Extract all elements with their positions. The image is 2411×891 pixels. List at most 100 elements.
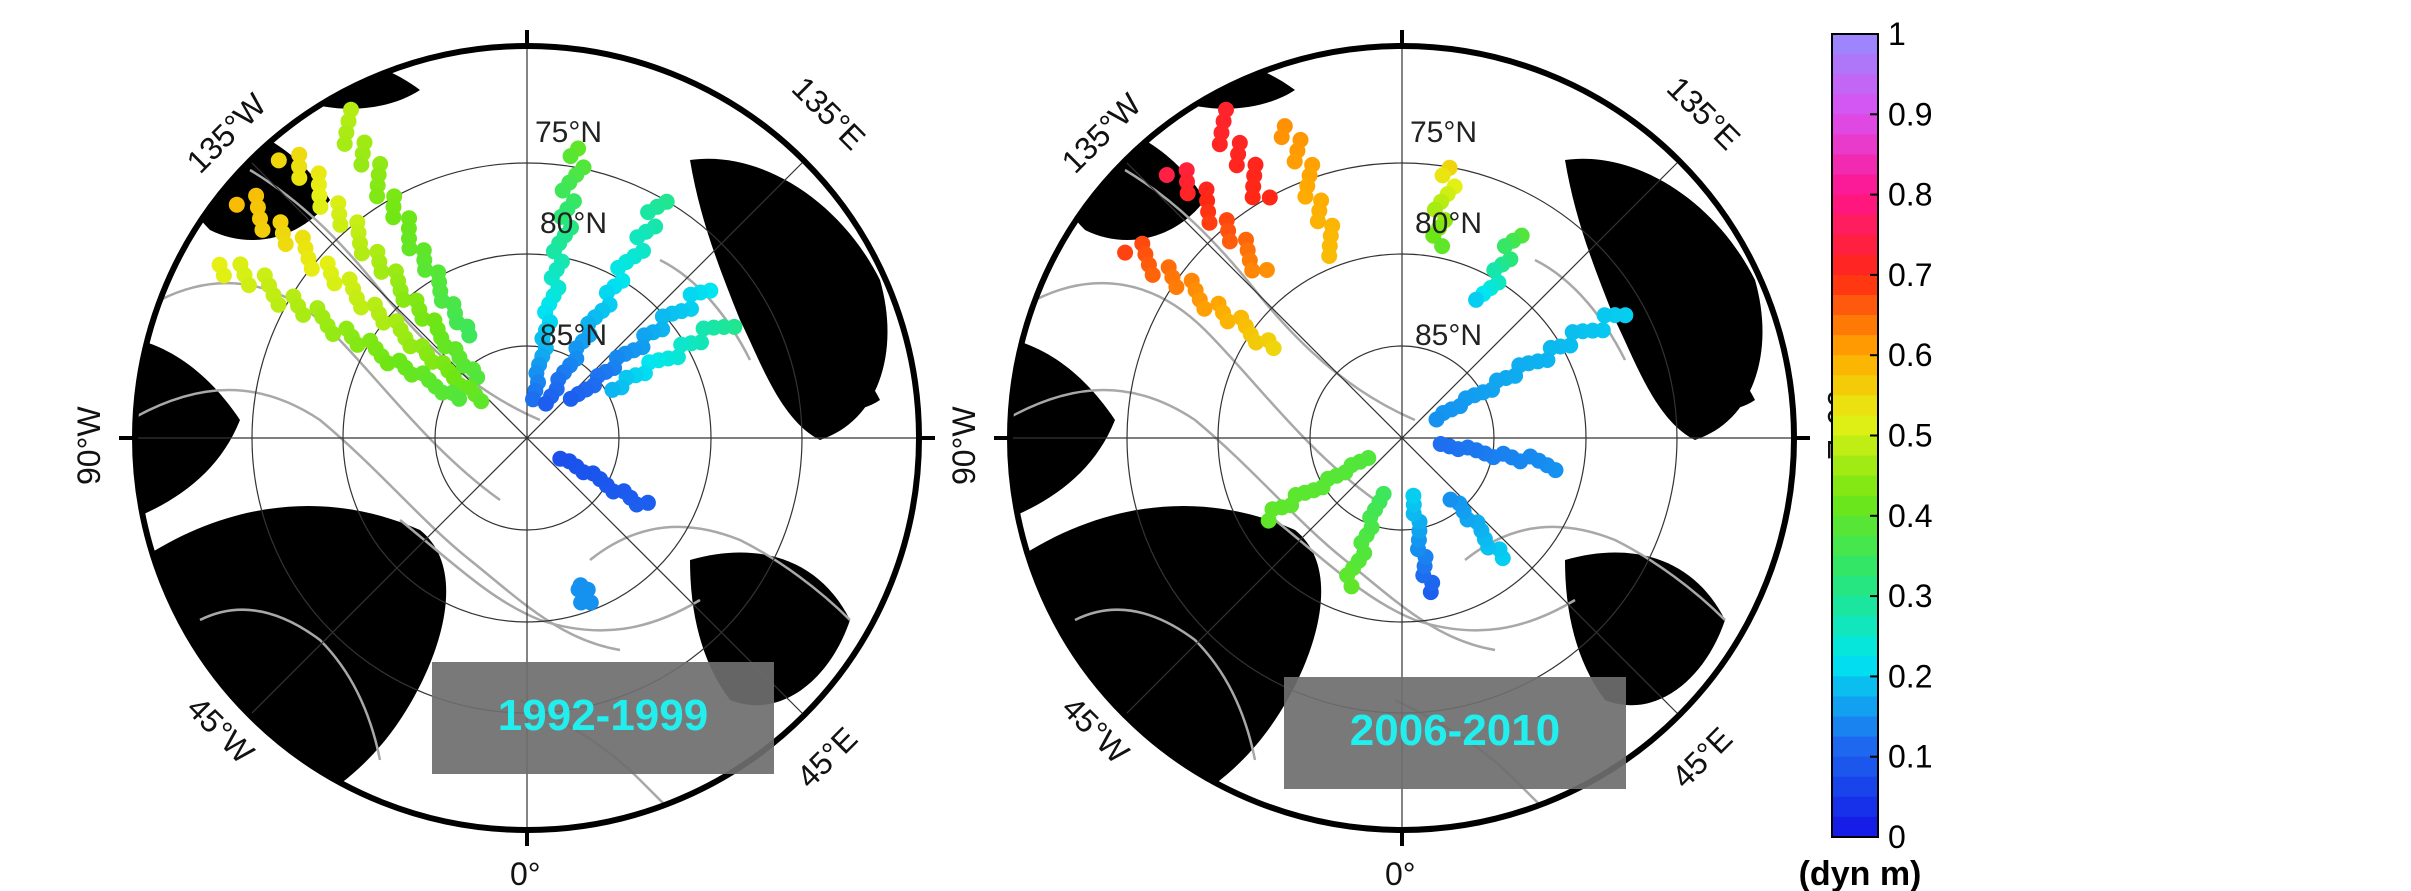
colorbar-step	[1832, 234, 1878, 256]
lat-label-85n: 85°N	[1415, 319, 1482, 352]
data-point	[1219, 313, 1236, 330]
data-point	[1179, 185, 1196, 202]
data-point	[353, 299, 370, 316]
colorbar-step	[1832, 776, 1878, 798]
data-point	[1244, 189, 1261, 206]
data-point	[369, 188, 386, 205]
lon-label-90w: 90°W	[946, 406, 982, 485]
colorbar-tick-label: 0.5	[1888, 418, 1932, 454]
data-point	[373, 263, 390, 280]
colorbar-step	[1832, 736, 1878, 758]
period-label-box	[1284, 677, 1626, 789]
colorbar-step	[1832, 796, 1878, 818]
data-point	[349, 336, 366, 353]
data-point	[270, 296, 287, 313]
period-label-box	[432, 662, 774, 774]
data-point	[1375, 485, 1392, 502]
colorbar-tick-label: 0	[1888, 819, 1906, 855]
colorbar-step	[1832, 274, 1878, 296]
data-point	[1360, 450, 1377, 466]
colorbar-tick-label: 0.3	[1888, 578, 1932, 614]
data-point	[375, 314, 392, 331]
data-point	[395, 291, 412, 308]
data-point	[636, 327, 653, 344]
data-point	[353, 245, 370, 262]
data-point	[291, 146, 308, 163]
data-point	[414, 310, 431, 327]
colorbar-tick-label: 0.2	[1888, 658, 1932, 694]
data-point	[1286, 153, 1303, 170]
colorbar-step	[1832, 716, 1878, 738]
data-point	[1434, 238, 1451, 255]
data-point	[1178, 162, 1195, 179]
data-point	[1428, 411, 1445, 428]
colorbar-tick-label: 0.7	[1888, 257, 1932, 293]
data-point	[695, 320, 712, 337]
colorbar-step	[1832, 174, 1878, 196]
colorbar-step	[1832, 254, 1878, 276]
lat-label-75n: 75°N	[535, 116, 602, 149]
map-1992-1999: 75°N 80°N 85°N 135°W 135°E 90°W 45°W 45°…	[71, 30, 935, 891]
data-point	[332, 216, 349, 233]
data-point	[1321, 248, 1338, 264]
data-point	[604, 381, 621, 398]
colorbar-step	[1832, 495, 1878, 517]
data-point	[562, 390, 579, 407]
colorbar-tick-label: 0.6	[1888, 337, 1932, 373]
data-point	[1564, 324, 1581, 341]
data-point	[402, 338, 419, 355]
data-point	[336, 135, 353, 152]
data-point	[1405, 487, 1422, 504]
data-point	[553, 208, 570, 225]
colorbar-ticks: 0 0.1 0.2 0.3 0.4 0.5 0.6 0.7 0.8 0.9 1	[1870, 16, 1932, 855]
colorbar-step	[1832, 555, 1878, 577]
colorbar-step	[1832, 756, 1878, 778]
frame-ticks	[994, 30, 1810, 846]
data-point	[353, 156, 370, 173]
colorbar-step	[1832, 54, 1878, 75]
data-point	[1258, 262, 1275, 278]
data-point	[1261, 189, 1278, 206]
period-label: 2006-2010	[1350, 706, 1560, 755]
colorbar: 0 0.1 0.2 0.3 0.4 0.5 0.6 0.7 0.8 0.9 1 (dyn m)	[1799, 16, 1933, 891]
colorbar-tick-label: 0.1	[1888, 739, 1932, 775]
colorbar-step	[1832, 395, 1878, 417]
data-point	[461, 327, 478, 344]
data-point	[312, 198, 329, 215]
colorbar-tick-label: 1	[1888, 16, 1906, 52]
lon-label-0: 0°	[510, 856, 541, 891]
data-point	[1168, 279, 1185, 295]
colorbar-gradient	[1832, 34, 1878, 838]
map-2006-2010: 75°N 80°N 85°N 135°W 135°E 90°W 90°E 45°…	[946, 30, 1857, 891]
data-point	[1486, 262, 1503, 279]
lat-label-80n: 80°N	[1415, 207, 1482, 240]
colorbar-step	[1832, 455, 1878, 477]
data-point	[552, 450, 569, 467]
data-point	[1596, 307, 1613, 324]
lat-label-75n: 75°N	[1410, 116, 1477, 149]
data-point	[1309, 213, 1326, 230]
data-point	[1228, 157, 1245, 174]
data-point	[401, 240, 418, 257]
data-point	[295, 306, 312, 323]
data-point	[473, 393, 490, 410]
data-point	[1158, 167, 1175, 183]
colorbar-step	[1832, 375, 1878, 396]
data-point	[1432, 436, 1449, 452]
colorbar-tick-label: 0.9	[1888, 96, 1932, 132]
colorbar-step	[1832, 696, 1878, 718]
colorbar-step	[1832, 475, 1878, 497]
colorbar-step	[1832, 315, 1878, 336]
data-point	[215, 267, 232, 284]
data-point	[325, 326, 342, 342]
colorbar-unit: (dyn m)	[1799, 855, 1922, 891]
data-point	[270, 152, 287, 169]
data-point	[1196, 300, 1213, 317]
data-point	[598, 284, 615, 301]
data-point	[682, 286, 699, 303]
data-point	[1434, 167, 1451, 184]
data-point	[1117, 244, 1134, 261]
data-point	[1244, 262, 1261, 279]
colorbar-step	[1832, 214, 1878, 236]
colorbar-step	[1832, 34, 1878, 55]
